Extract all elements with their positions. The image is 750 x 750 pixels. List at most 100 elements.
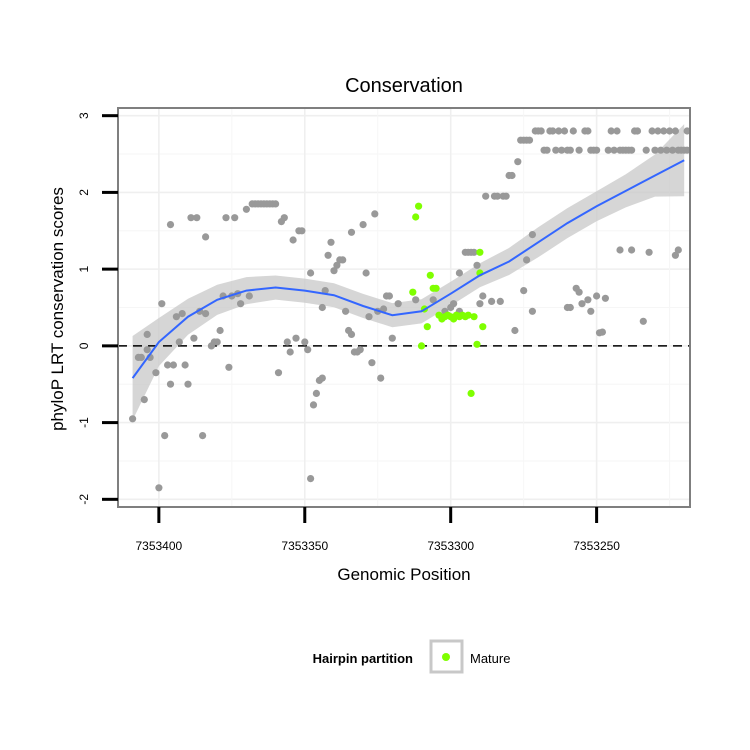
data-point	[225, 363, 233, 371]
data-point	[566, 303, 574, 312]
data-point	[129, 415, 137, 423]
data-point	[330, 267, 338, 275]
data-point	[514, 158, 522, 166]
data-point	[450, 300, 458, 308]
y-tick-label: -2	[77, 494, 91, 505]
data-point	[412, 296, 420, 304]
data-point	[543, 146, 551, 154]
y-tick-label: 0	[77, 342, 91, 349]
data-point	[339, 256, 347, 264]
data-point	[324, 251, 332, 259]
data-point	[377, 374, 385, 382]
data-point	[237, 300, 245, 308]
data-point	[671, 127, 680, 135]
data-point	[593, 292, 601, 300]
data-point	[137, 353, 145, 361]
data-point	[362, 269, 370, 277]
data-point	[356, 346, 364, 354]
data-point-mature	[415, 202, 423, 210]
chart-title: Conservation	[345, 75, 463, 97]
data-point	[628, 246, 636, 254]
data-point	[479, 292, 487, 300]
data-point	[610, 146, 618, 154]
data-point	[587, 307, 595, 315]
data-point	[616, 246, 624, 254]
x-axis: 7353400 7353350 7353300 7353250	[135, 507, 620, 553]
data-point	[525, 136, 534, 144]
data-point	[593, 146, 601, 154]
x-tick-label: 7353350	[281, 539, 328, 553]
legend-key-mature	[442, 653, 450, 661]
data-point-mature	[476, 248, 484, 256]
data-point	[502, 192, 510, 200]
data-point	[493, 192, 501, 200]
data-point	[598, 328, 607, 336]
data-point	[628, 146, 636, 154]
data-point	[482, 192, 490, 200]
data-point	[388, 334, 396, 342]
data-point	[202, 310, 210, 318]
data-point	[552, 146, 560, 154]
data-point	[371, 210, 379, 218]
data-point	[181, 361, 189, 369]
data-point	[143, 330, 151, 338]
data-point	[280, 214, 288, 222]
data-point	[380, 305, 388, 313]
data-point	[470, 248, 478, 256]
data-point	[455, 269, 463, 277]
data-point	[152, 369, 160, 377]
data-point	[660, 127, 668, 135]
data-point	[566, 146, 574, 154]
y-tick-label: -1	[77, 417, 91, 428]
legend-title: Hairpin partition	[313, 651, 413, 666]
data-point	[607, 127, 615, 135]
data-point	[307, 475, 315, 483]
data-point	[172, 313, 180, 321]
data-point	[584, 296, 592, 304]
y-axis-label: phyloP LRT conservation scores	[48, 187, 67, 431]
data-point	[307, 269, 315, 277]
data-point	[528, 231, 537, 239]
data-point	[569, 127, 577, 135]
data-point	[161, 432, 169, 440]
data-point	[645, 248, 653, 256]
data-point	[333, 261, 341, 269]
data-point-mature	[470, 313, 478, 321]
data-point	[663, 146, 671, 154]
data-point	[301, 338, 309, 346]
data-point	[342, 307, 350, 315]
data-point	[584, 127, 592, 135]
x-tick-label: 7353250	[573, 539, 620, 553]
data-point	[164, 361, 172, 369]
data-point	[666, 127, 674, 135]
data-point	[298, 227, 306, 235]
data-point-mature	[423, 323, 431, 331]
data-point-mature	[409, 288, 417, 296]
data-point	[385, 292, 393, 300]
data-point	[394, 300, 402, 308]
data-point	[213, 338, 221, 346]
data-point	[283, 338, 291, 346]
data-point	[231, 214, 239, 222]
data-point-mature	[426, 271, 434, 279]
data-point	[683, 146, 691, 154]
data-point	[560, 127, 569, 135]
legend-label-mature: Mature	[470, 651, 510, 666]
data-point	[327, 238, 335, 246]
data-point	[184, 380, 192, 388]
data-point	[318, 374, 326, 382]
data-point	[222, 214, 230, 222]
data-point	[359, 221, 367, 229]
x-tick-label: 7353400	[135, 539, 182, 553]
data-point	[292, 334, 300, 342]
data-point	[429, 296, 437, 304]
data-point	[309, 401, 318, 409]
data-point-mature	[417, 342, 426, 350]
data-point	[166, 380, 175, 388]
data-point	[312, 389, 320, 397]
data-point	[613, 127, 621, 135]
data-point	[190, 334, 198, 342]
legend: Hairpin partition Mature	[313, 639, 510, 674]
data-point	[347, 228, 356, 236]
